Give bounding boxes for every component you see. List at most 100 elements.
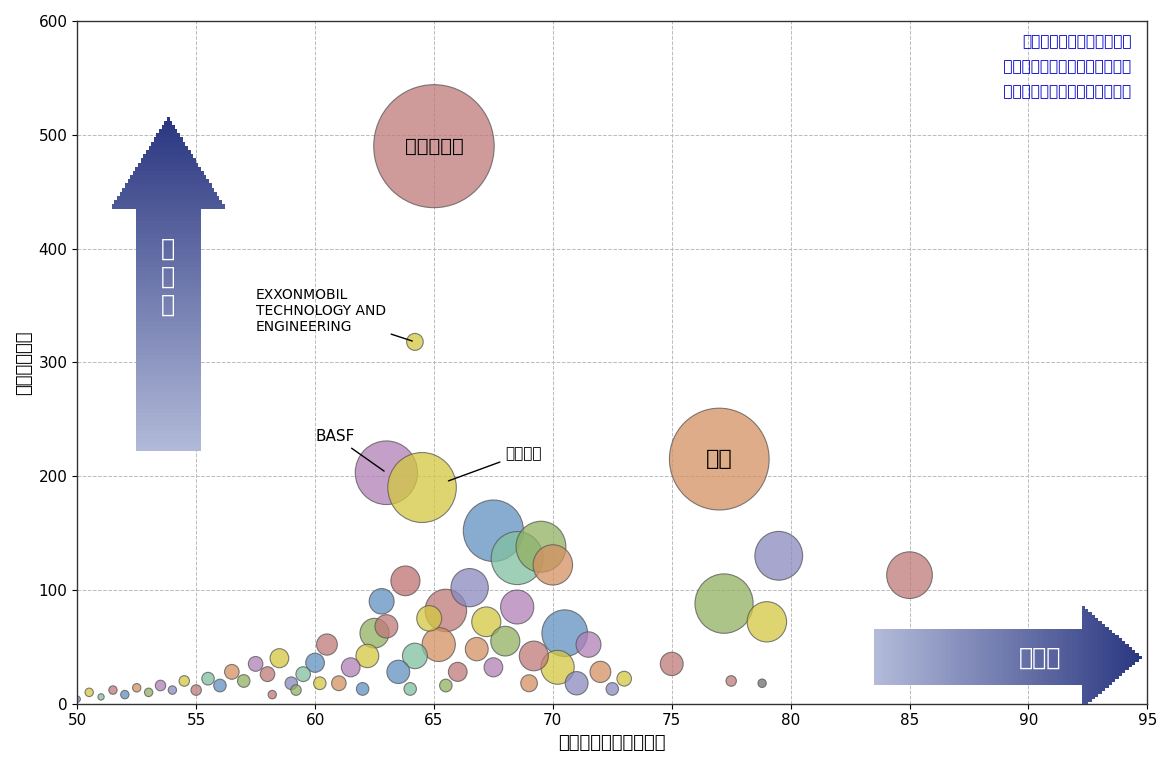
Polygon shape <box>136 217 200 221</box>
Polygon shape <box>1118 638 1122 676</box>
Polygon shape <box>979 629 981 686</box>
Polygon shape <box>143 154 193 159</box>
Polygon shape <box>1045 629 1048 686</box>
Polygon shape <box>934 629 938 686</box>
Polygon shape <box>1116 636 1118 679</box>
Polygon shape <box>1035 629 1038 686</box>
Polygon shape <box>136 418 200 422</box>
Ellipse shape <box>725 676 736 686</box>
X-axis label: パテントスコア最高値: パテントスコア最高値 <box>559 734 666 752</box>
Polygon shape <box>122 188 214 192</box>
Ellipse shape <box>440 679 452 692</box>
Ellipse shape <box>248 657 263 671</box>
Polygon shape <box>136 397 200 401</box>
Polygon shape <box>136 447 200 451</box>
Polygon shape <box>1048 629 1051 686</box>
Polygon shape <box>995 629 999 686</box>
Polygon shape <box>136 296 200 301</box>
Polygon shape <box>984 629 988 686</box>
Polygon shape <box>136 238 200 242</box>
Polygon shape <box>136 410 200 413</box>
Polygon shape <box>928 629 932 686</box>
Ellipse shape <box>191 685 202 696</box>
Polygon shape <box>952 629 955 686</box>
Polygon shape <box>1011 629 1015 686</box>
Polygon shape <box>874 629 878 686</box>
Polygon shape <box>1026 629 1028 686</box>
Polygon shape <box>136 359 200 364</box>
Polygon shape <box>136 292 200 296</box>
Ellipse shape <box>913 650 929 667</box>
Polygon shape <box>136 430 200 434</box>
Ellipse shape <box>295 667 311 682</box>
Polygon shape <box>136 330 200 334</box>
Polygon shape <box>1095 618 1098 696</box>
Polygon shape <box>961 629 965 686</box>
Polygon shape <box>1085 609 1089 706</box>
Polygon shape <box>965 629 968 686</box>
Ellipse shape <box>144 688 152 696</box>
Polygon shape <box>136 309 200 313</box>
Polygon shape <box>898 629 901 686</box>
Polygon shape <box>1082 607 1085 708</box>
Ellipse shape <box>500 590 533 624</box>
Ellipse shape <box>887 551 933 598</box>
Ellipse shape <box>491 532 543 584</box>
Polygon shape <box>136 229 200 234</box>
Polygon shape <box>159 129 177 133</box>
Polygon shape <box>1098 621 1102 693</box>
Ellipse shape <box>314 677 326 690</box>
Polygon shape <box>912 629 914 686</box>
Polygon shape <box>132 171 204 175</box>
Polygon shape <box>136 272 200 275</box>
Polygon shape <box>136 367 200 372</box>
Polygon shape <box>156 133 180 137</box>
Ellipse shape <box>109 686 117 694</box>
Ellipse shape <box>260 667 274 682</box>
Polygon shape <box>136 234 200 238</box>
Ellipse shape <box>238 675 250 687</box>
Polygon shape <box>136 439 200 443</box>
Polygon shape <box>136 388 200 393</box>
Polygon shape <box>955 629 958 686</box>
Ellipse shape <box>202 673 214 685</box>
Polygon shape <box>1089 612 1092 703</box>
Ellipse shape <box>616 671 632 686</box>
Ellipse shape <box>660 652 683 676</box>
Polygon shape <box>901 629 905 686</box>
Ellipse shape <box>695 574 754 634</box>
Ellipse shape <box>387 660 410 683</box>
Ellipse shape <box>669 408 769 510</box>
Ellipse shape <box>156 680 165 691</box>
Ellipse shape <box>169 686 177 694</box>
Polygon shape <box>878 629 881 686</box>
Polygon shape <box>128 179 209 183</box>
Polygon shape <box>164 120 172 125</box>
Ellipse shape <box>98 693 104 700</box>
Ellipse shape <box>375 614 397 638</box>
Polygon shape <box>1069 629 1071 686</box>
Ellipse shape <box>451 568 489 607</box>
Text: 総
合
力: 総 合 力 <box>162 237 176 317</box>
Polygon shape <box>141 159 196 163</box>
Ellipse shape <box>356 683 369 696</box>
Ellipse shape <box>404 683 416 696</box>
Polygon shape <box>921 629 925 686</box>
Polygon shape <box>1125 644 1129 670</box>
Polygon shape <box>136 255 200 258</box>
Polygon shape <box>136 376 200 380</box>
Polygon shape <box>1075 629 1078 686</box>
Polygon shape <box>972 629 975 686</box>
Ellipse shape <box>391 566 420 596</box>
Polygon shape <box>136 338 200 342</box>
Polygon shape <box>975 629 979 686</box>
Polygon shape <box>136 393 200 397</box>
Polygon shape <box>1058 629 1062 686</box>
Ellipse shape <box>491 627 520 656</box>
Polygon shape <box>151 142 185 146</box>
Polygon shape <box>1018 629 1022 686</box>
Polygon shape <box>948 629 952 686</box>
Polygon shape <box>120 192 217 196</box>
Polygon shape <box>1004 629 1008 686</box>
Ellipse shape <box>758 679 766 687</box>
